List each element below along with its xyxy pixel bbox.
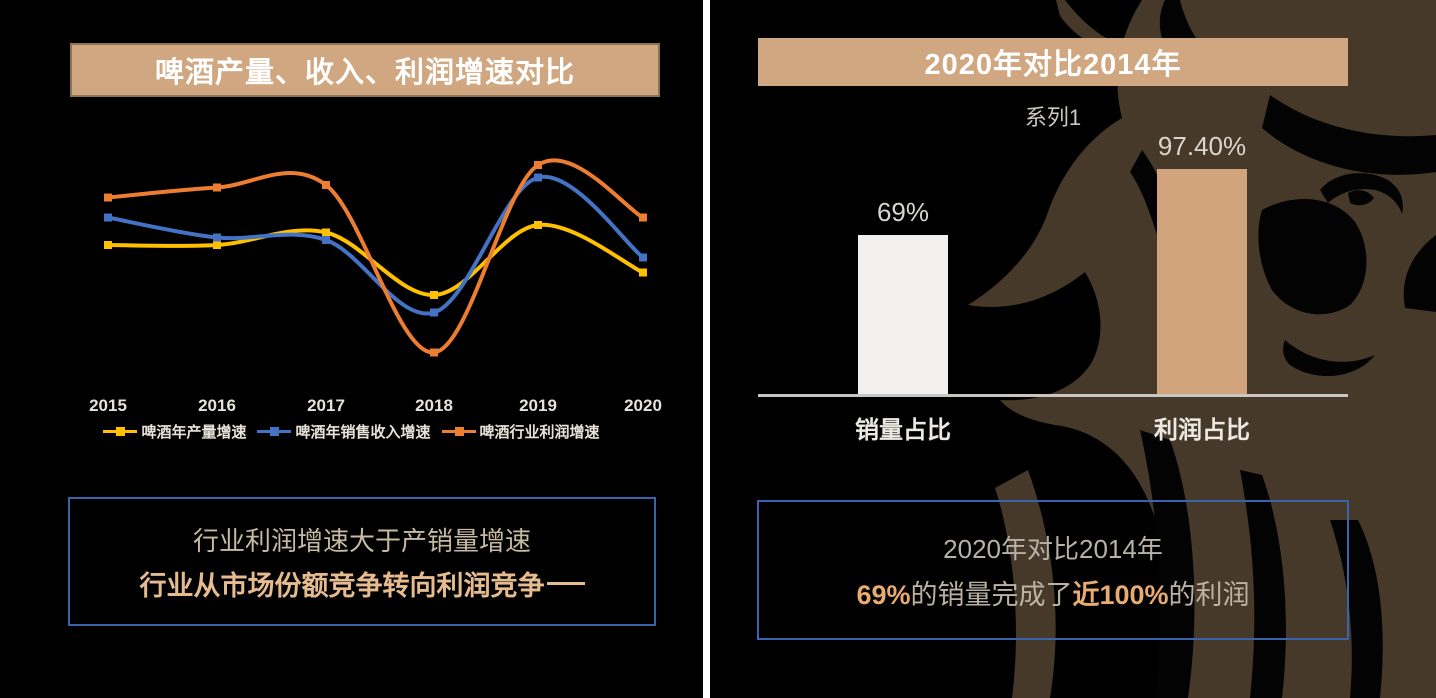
data-point-marker bbox=[534, 221, 542, 229]
legend-label: 啤酒行业利润增速 bbox=[479, 424, 600, 441]
data-point-marker bbox=[322, 228, 330, 237]
data-point-marker bbox=[322, 181, 330, 189]
bar-销量占比 bbox=[858, 235, 948, 397]
line-series-啤酒年产量增速 bbox=[106, 222, 645, 298]
bar-data-label: 97.40% bbox=[1157, 131, 1247, 161]
data-point-marker bbox=[213, 233, 221, 242]
right-callout-line2: 69%的销量完成了近100%的利润 bbox=[856, 573, 1249, 612]
trailing-dash-decoration bbox=[546, 581, 585, 585]
right-slide: 2020年对比2014年 系列1 69% 销量占比 97.40% 利润占比 2020年… bbox=[710, 0, 1436, 698]
left-callout-line2: 行业从市场份额竞争转向利润竞争 bbox=[140, 564, 585, 603]
legend-item: 啤酒行业利润增速 bbox=[441, 421, 600, 442]
right-callout-text-a: 的销量完成了 bbox=[910, 579, 1073, 610]
left-slide-title: 啤酒产量、收入、利润增速对比 bbox=[154, 57, 575, 89]
left-callout-box: 行业利润增速大于产销量增速 行业从市场份额竞争转向利润竞争 bbox=[68, 497, 656, 626]
x-axis-label-2018: 2018 bbox=[415, 396, 453, 415]
data-point-marker bbox=[213, 183, 221, 192]
x-axis-label-2020: 2020 bbox=[624, 396, 662, 415]
data-point-marker bbox=[430, 308, 438, 317]
bar-chart-series-legend: 系列1 bbox=[1024, 105, 1082, 130]
left-slide-title-bar: 啤酒产量、收入、利润增速对比 bbox=[70, 43, 660, 97]
right-callout-bold-69: 69% bbox=[856, 579, 911, 610]
bar-category-label: 利润占比 bbox=[1154, 417, 1250, 444]
slide-divider bbox=[703, 0, 710, 698]
data-point-marker bbox=[430, 348, 438, 357]
bar-chart-axis-line bbox=[758, 394, 1348, 397]
right-callout-box: 2020年对比2014年 69%的销量完成了近100%的利润 bbox=[757, 500, 1349, 640]
left-slide: 啤酒产量、收入、利润增速对比 2015 2016 2017 2018 2019 2020 … bbox=[0, 0, 703, 698]
data-point-marker bbox=[104, 213, 112, 222]
line-series-啤酒行业利润增速 bbox=[106, 158, 645, 355]
data-point-marker bbox=[639, 253, 647, 262]
legend-line-marker-icon bbox=[257, 427, 292, 436]
legend-item: 啤酒年产量增速 bbox=[103, 421, 246, 442]
right-callout-text-b: 的利润 bbox=[1168, 579, 1250, 610]
legend-line-marker-icon bbox=[441, 427, 476, 436]
data-point-marker bbox=[639, 213, 647, 222]
x-axis-label-2015: 2015 bbox=[89, 396, 127, 415]
data-point-marker bbox=[534, 161, 542, 169]
left-callout-line1: 行业利润增速大于产销量增速 bbox=[192, 525, 531, 556]
data-point-marker bbox=[104, 241, 112, 249]
legend-item: 啤酒年销售收入增速 bbox=[257, 421, 431, 442]
right-slide-title: 2020年对比2014年 bbox=[924, 49, 1182, 81]
legend-line-marker-icon bbox=[103, 427, 138, 436]
data-point-marker bbox=[639, 268, 647, 277]
data-point-marker bbox=[322, 236, 330, 244]
x-axis-label-2017: 2017 bbox=[307, 396, 345, 415]
legend-label: 啤酒年产量增速 bbox=[141, 424, 247, 441]
x-axis-label-2016: 2016 bbox=[198, 396, 236, 415]
legend-label: 啤酒年销售收入增速 bbox=[295, 424, 431, 441]
bar-data-label: 69% bbox=[876, 197, 930, 227]
bar-利润占比 bbox=[1157, 169, 1247, 397]
right-slide-title-bar: 2020年对比2014年 bbox=[758, 38, 1348, 86]
x-axis-label-2019: 2019 bbox=[519, 396, 557, 415]
line-chart bbox=[104, 158, 647, 357]
bar-category-label: 销量占比 bbox=[855, 417, 951, 444]
data-point-marker bbox=[534, 173, 542, 182]
data-point-marker bbox=[430, 291, 438, 299]
line-chart-legend: 啤酒年产量增速 啤酒年销售收入增速 啤酒行业利润增速 bbox=[0, 421, 703, 442]
data-point-marker bbox=[104, 193, 112, 202]
data-point-marker bbox=[213, 241, 221, 249]
right-callout-line1: 2020年对比2014年 bbox=[943, 533, 1163, 564]
left-callout-line2-text: 行业从市场份额竞争转向利润竞争 bbox=[139, 570, 545, 601]
right-callout-bold-100: 近100% bbox=[1072, 579, 1169, 610]
